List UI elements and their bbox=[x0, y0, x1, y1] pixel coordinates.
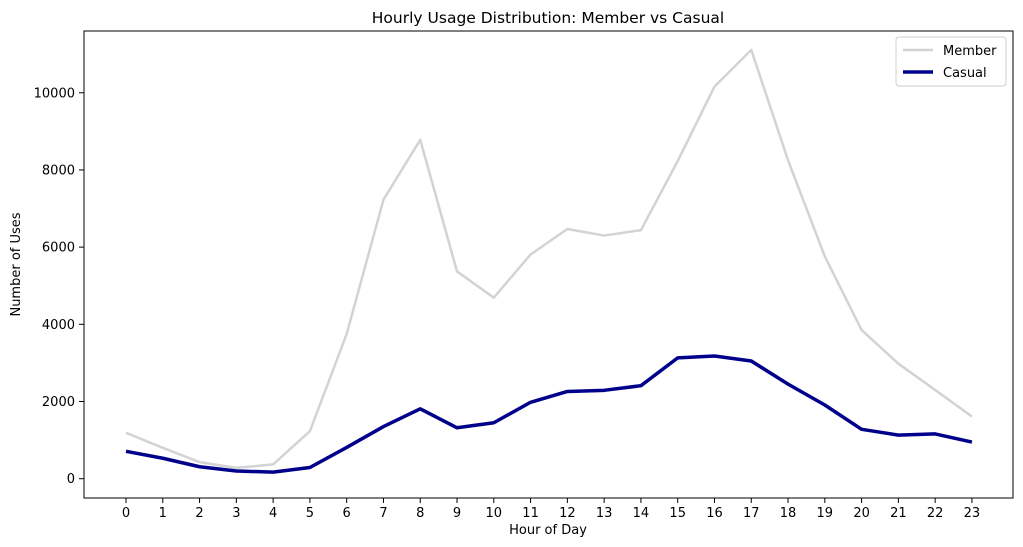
x-tick-label: 9 bbox=[453, 506, 461, 521]
y-tick-label: 2000 bbox=[42, 395, 75, 410]
y-tick-label: 10000 bbox=[34, 86, 75, 101]
x-tick-label: 20 bbox=[853, 506, 870, 521]
chart-title: Hourly Usage Distribution: Member vs Cas… bbox=[372, 9, 724, 27]
x-tick-label: 18 bbox=[780, 506, 797, 521]
series-line-member bbox=[125, 48, 973, 470]
legend-label-casual: Casual bbox=[943, 66, 987, 81]
y-tick-label: 4000 bbox=[42, 318, 75, 333]
x-tick-label: 13 bbox=[596, 506, 613, 521]
x-axis: 0 1 2 3 4 5 6 7 8 9 10 11 12 13 14 15 16 17 18 19 20 21 22 23 bbox=[122, 498, 980, 521]
x-tick-label: 10 bbox=[486, 506, 503, 521]
x-tick-label: 19 bbox=[817, 506, 834, 521]
x-tick-label: 7 bbox=[379, 506, 387, 521]
x-tick-label: 1 bbox=[159, 506, 167, 521]
x-tick-label: 2 bbox=[195, 506, 203, 521]
series-line-casual bbox=[125, 354, 973, 474]
x-tick-label: 23 bbox=[964, 506, 981, 521]
plot-area bbox=[83, 30, 1014, 499]
x-tick-label: 15 bbox=[669, 506, 686, 521]
x-tick-label: 5 bbox=[306, 506, 314, 521]
x-tick-label: 14 bbox=[633, 506, 650, 521]
x-tick-label: 6 bbox=[343, 506, 351, 521]
x-tick-label: 16 bbox=[706, 506, 723, 521]
x-tick-label: 0 bbox=[122, 506, 130, 521]
x-axis-label: Hour of Day bbox=[509, 523, 587, 538]
x-tick-label: 3 bbox=[232, 506, 240, 521]
x-tick-label: 12 bbox=[559, 506, 576, 521]
x-tick-label: 21 bbox=[890, 506, 907, 521]
y-tick-label: 8000 bbox=[42, 163, 75, 178]
legend-label-member: Member bbox=[943, 44, 997, 59]
y-axis: 0 2000 4000 6000 8000 10000 bbox=[34, 86, 84, 487]
y-tick-label: 6000 bbox=[42, 241, 75, 256]
y-axis-label: Number of Uses bbox=[9, 212, 24, 316]
x-tick-label: 22 bbox=[927, 506, 944, 521]
x-tick-label: 4 bbox=[269, 506, 277, 521]
x-tick-label: 11 bbox=[522, 506, 539, 521]
series-lines bbox=[125, 48, 973, 474]
x-tick-label: 8 bbox=[416, 506, 424, 521]
legend: Member Casual bbox=[895, 36, 1007, 87]
x-tick-label: 17 bbox=[743, 506, 760, 521]
y-tick-label: 0 bbox=[67, 472, 75, 487]
